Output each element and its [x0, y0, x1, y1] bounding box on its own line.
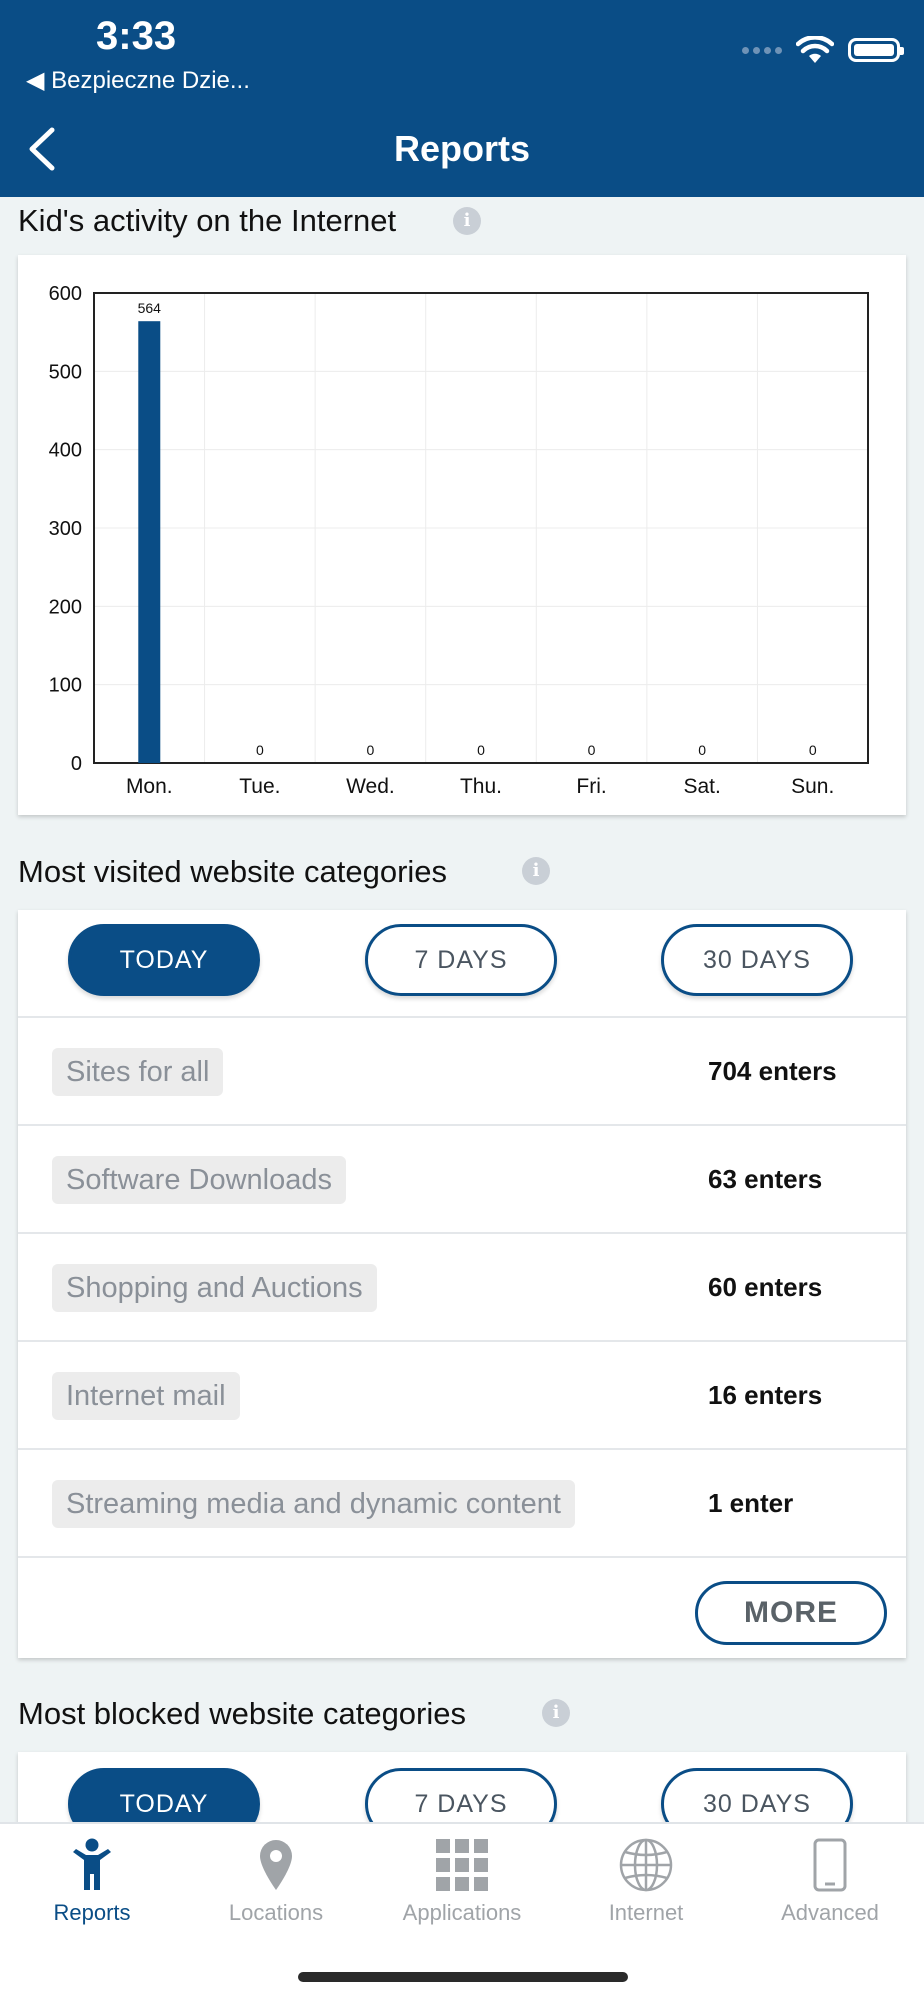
- x-tick-label: Mon.: [126, 775, 173, 798]
- x-tick-label: Sun.: [791, 775, 834, 798]
- tab-label: Reports: [53, 1900, 131, 1925]
- data-label: 0: [698, 742, 706, 758]
- x-tick-label: Tue.: [239, 775, 280, 798]
- apps-grid-icon: [436, 1839, 488, 1891]
- plot-border: [93, 292, 869, 764]
- y-tick-label: 600: [49, 283, 82, 305]
- location-pin-icon: [260, 1840, 292, 1890]
- visited-card: TODAY 7 DAYS 30 DAYS Sites for all 704 e…: [18, 910, 906, 1658]
- list-item[interactable]: Sites for all 704 enters: [18, 1016, 906, 1126]
- data-label: 0: [256, 742, 264, 758]
- tab-label: Locations: [228, 1900, 324, 1925]
- enter-count: 704 enters: [708, 1056, 837, 1086]
- enter-count: 16 enters: [708, 1380, 823, 1410]
- tab-label: Internet: [608, 1900, 684, 1925]
- status-icons: [742, 36, 904, 64]
- category-chip: Shopping and Auctions: [52, 1264, 377, 1312]
- home-indicator: [298, 1972, 628, 1982]
- wifi-icon: [796, 36, 834, 63]
- visited-today-button[interactable]: TODAY: [68, 924, 260, 996]
- tab-label: Applications: [402, 1900, 522, 1925]
- tab-locations[interactable]: Locations: [184, 1824, 368, 1944]
- bar: [138, 321, 161, 763]
- battery-icon: [848, 38, 904, 62]
- app-header: 3:33 ◀ Bezpieczne Dzie... Reports: [0, 0, 924, 197]
- tab-advanced[interactable]: Advanced: [738, 1824, 922, 1944]
- category-chip: Software Downloads: [52, 1156, 346, 1204]
- visited-7days-button[interactable]: 7 DAYS: [365, 924, 557, 996]
- visited-30days-button[interactable]: 30 DAYS: [661, 924, 853, 996]
- child-icon: [73, 1838, 111, 1890]
- activity-info-icon[interactable]: i: [453, 207, 481, 235]
- data-label: 564: [138, 300, 162, 316]
- phone-icon: [813, 1838, 847, 1892]
- y-tick-label: 400: [49, 440, 82, 462]
- y-tick-label: 500: [49, 361, 82, 383]
- data-label: 0: [809, 742, 817, 758]
- x-tick-label: Wed.: [346, 775, 395, 798]
- tab-reports[interactable]: Reports: [0, 1824, 184, 1944]
- more-row: MORE: [18, 1556, 906, 1660]
- data-label: 0: [588, 742, 596, 758]
- category-chip: Sites for all: [52, 1048, 224, 1096]
- visited-section-title: Most visited website categories: [18, 854, 448, 889]
- status-time: 3:33: [96, 14, 177, 58]
- y-tick-label: 100: [49, 675, 82, 697]
- enter-count: 60 enters: [708, 1272, 823, 1302]
- list-item[interactable]: Shopping and Auctions 60 enters: [18, 1232, 906, 1342]
- y-tick-label: 200: [49, 596, 82, 618]
- x-tick-label: Thu.: [460, 775, 502, 798]
- status-back-to-app[interactable]: ◀ Bezpieczne Dzie...: [26, 67, 250, 94]
- x-tick-label: Fri.: [576, 775, 606, 798]
- activity-bar-chart: 0 100 200 300 400 500 600 564 Mon. 0 Tue. 0 Wed. 0 Thu…: [49, 283, 869, 798]
- list-item[interactable]: Software Downloads 63 enters: [18, 1124, 906, 1234]
- tab-internet[interactable]: Internet: [554, 1824, 738, 1944]
- activity-section-title: Kid's activity on the Internet: [18, 203, 397, 238]
- data-label: 0: [367, 742, 375, 758]
- cellular-signal-icon: [742, 46, 782, 54]
- enter-count: 63 enters: [708, 1164, 823, 1194]
- tab-applications[interactable]: Applications: [370, 1824, 554, 1944]
- list-item[interactable]: Streaming media and dynamic content 1 en…: [18, 1448, 906, 1558]
- enter-count: 1 enter: [708, 1488, 794, 1518]
- x-tick-label: Sat.: [683, 775, 720, 798]
- data-label: 0: [477, 742, 485, 758]
- category-chip: Streaming media and dynamic content: [52, 1480, 575, 1528]
- list-item[interactable]: Internet mail 16 enters: [18, 1340, 906, 1450]
- blocked-section-title: Most blocked website categories: [18, 1696, 467, 1731]
- back-arrow-icon[interactable]: [22, 126, 62, 172]
- blocked-info-icon[interactable]: i: [542, 1699, 570, 1727]
- page-title: Reports: [393, 128, 531, 169]
- y-tick-label: 0: [71, 753, 82, 775]
- category-chip: Internet mail: [52, 1372, 240, 1420]
- bottom-tab-bar: Reports Locations Applications: [0, 1822, 924, 2002]
- y-tick-label: 300: [49, 518, 82, 540]
- more-button[interactable]: MORE: [695, 1581, 887, 1645]
- activity-chart-card: 0 100 200 300 400 500 600 564 Mon. 0 Tue. 0 Wed. 0 Thu…: [18, 255, 906, 815]
- visited-info-icon[interactable]: i: [522, 857, 550, 885]
- globe-icon: [619, 1838, 673, 1892]
- tab-label: Advanced: [781, 1900, 879, 1925]
